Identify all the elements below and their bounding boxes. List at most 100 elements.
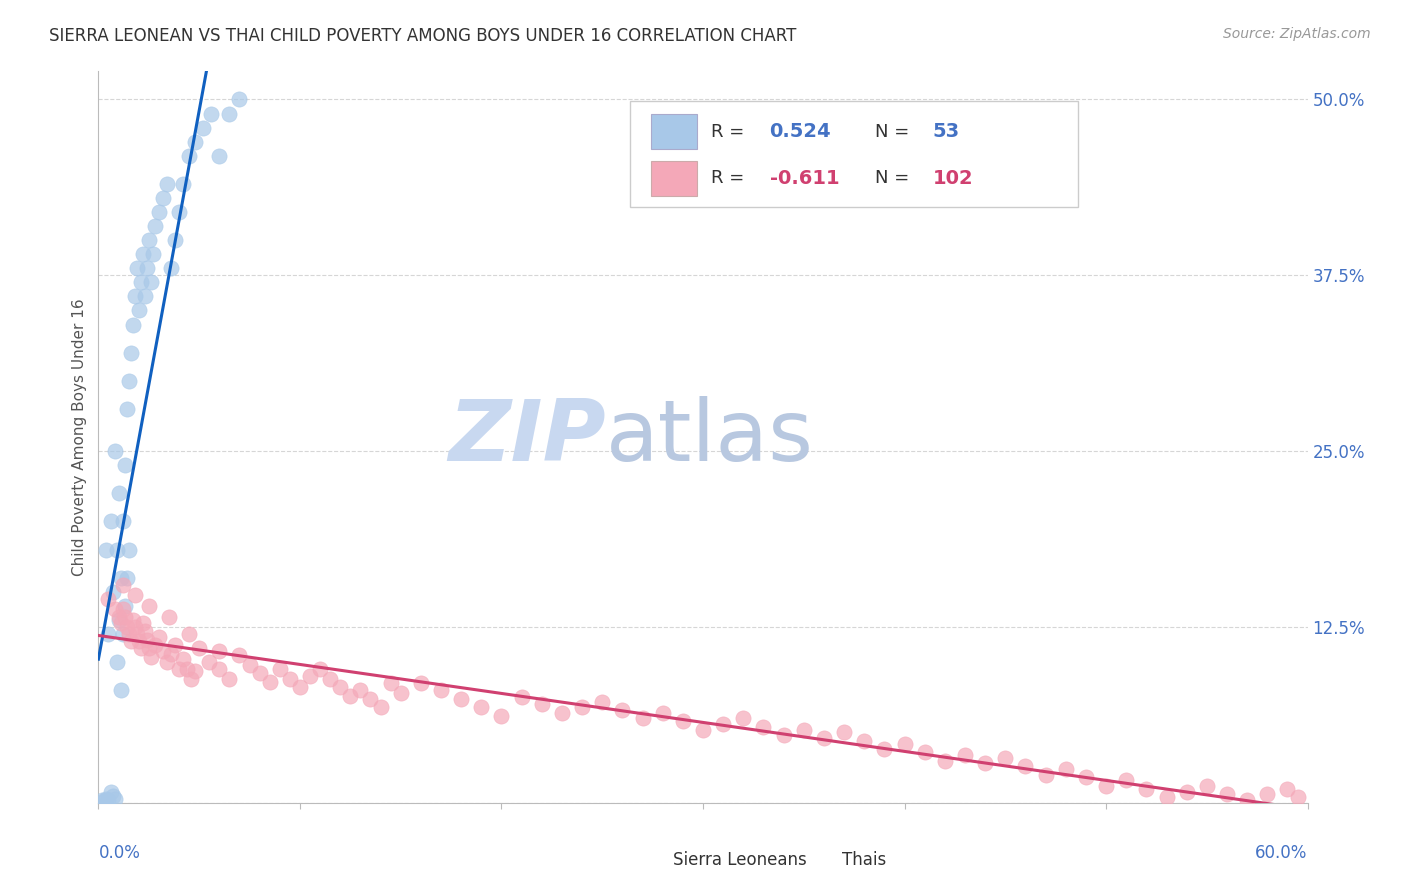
Bar (651, 161, 697, 196)
Point (530, 698, 553, 712)
Point (450, 691, 472, 706)
Point (152, 644, 174, 658)
Point (139, 649, 162, 664)
Text: Source: ZipAtlas.com: Source: ZipAtlas.com (1223, 27, 1371, 41)
Y-axis label: Child Poverty Among Boys Under 16: Child Poverty Among Boys Under 16 (72, 298, 87, 576)
Point (193, 120, 215, 135)
Point (1156, 790, 1178, 805)
Point (893, 737, 915, 751)
Point (114, 610, 136, 624)
Point (1175, 784, 1198, 798)
Point (128, 634, 150, 648)
Point (288, 681, 311, 695)
Point (228, 648, 250, 662)
Point (139, 276, 162, 290)
Point (135, 261, 157, 276)
Point (97, 591, 120, 606)
Text: SIERRA LEONEAN VS THAI CHILD POVERTY AMONG BOYS UNDER 16 CORRELATION CHART: SIERRA LEONEAN VS THAI CHILD POVERTY AMO… (49, 27, 797, 45)
Point (278, 672, 301, 686)
Point (103, 444, 125, 458)
Point (510, 690, 533, 705)
Point (672, 714, 695, 729)
Point (208, 149, 231, 163)
Point (129, 641, 152, 656)
Point (118, 374, 141, 388)
Point (172, 177, 194, 191)
Point (124, 289, 146, 303)
Point (1115, 773, 1137, 788)
Point (470, 700, 492, 714)
Point (813, 731, 835, 745)
Point (125, 627, 148, 641)
Point (360, 691, 382, 706)
Point (160, 261, 183, 276)
Point (138, 641, 160, 656)
Point (91, 793, 114, 807)
Point (148, 205, 170, 219)
Point (156, 655, 179, 669)
Point (832, 725, 855, 739)
Point (121, 613, 143, 627)
Text: 102: 102 (932, 169, 973, 188)
Point (873, 742, 896, 756)
Point (124, 620, 146, 634)
Point (115, 620, 138, 634)
Point (198, 655, 221, 669)
Point (172, 652, 194, 666)
Point (752, 720, 775, 734)
Point (249, 666, 271, 681)
Point (132, 615, 155, 630)
Point (1054, 762, 1077, 776)
Point (1014, 759, 1036, 773)
Text: R =: R = (711, 123, 751, 141)
Point (1035, 767, 1057, 781)
Point (111, 578, 134, 592)
Point (114, 458, 136, 473)
Point (167, 662, 190, 676)
Point (349, 683, 371, 698)
Point (914, 745, 936, 759)
Point (93, 794, 115, 808)
Point (218, 106, 240, 120)
Point (733, 711, 755, 725)
Text: Sierra Leoneans: Sierra Leoneans (672, 851, 807, 869)
Point (103, 601, 125, 615)
Text: 0.0%: 0.0% (98, 845, 141, 863)
Point (134, 624, 156, 639)
Bar (651, 114, 697, 150)
Point (179, 149, 201, 163)
Point (143, 638, 166, 652)
Bar (800, 846, 834, 874)
Point (430, 683, 453, 698)
Point (100, 784, 122, 798)
Point (135, 632, 157, 647)
Point (110, 683, 132, 698)
Point (105, 542, 128, 557)
Point (107, 610, 129, 624)
Point (138, 233, 160, 247)
Point (309, 662, 332, 676)
Point (491, 708, 513, 723)
Point (101, 584, 124, 599)
Point (1216, 788, 1239, 802)
Point (208, 644, 231, 658)
Point (409, 676, 432, 690)
Point (115, 571, 138, 585)
Point (299, 669, 322, 683)
Point (118, 627, 141, 641)
Text: N =: N = (875, 123, 915, 141)
Point (120, 634, 142, 648)
Text: atlas: atlas (606, 395, 814, 479)
Point (692, 723, 714, 737)
Point (551, 706, 574, 720)
Point (163, 233, 186, 247)
Point (167, 205, 190, 219)
Point (142, 247, 165, 261)
Point (591, 694, 613, 708)
Point (319, 672, 342, 686)
Point (389, 686, 412, 700)
Point (111, 515, 134, 529)
Point (1135, 781, 1157, 796)
Point (184, 664, 207, 678)
Bar (630, 846, 664, 874)
